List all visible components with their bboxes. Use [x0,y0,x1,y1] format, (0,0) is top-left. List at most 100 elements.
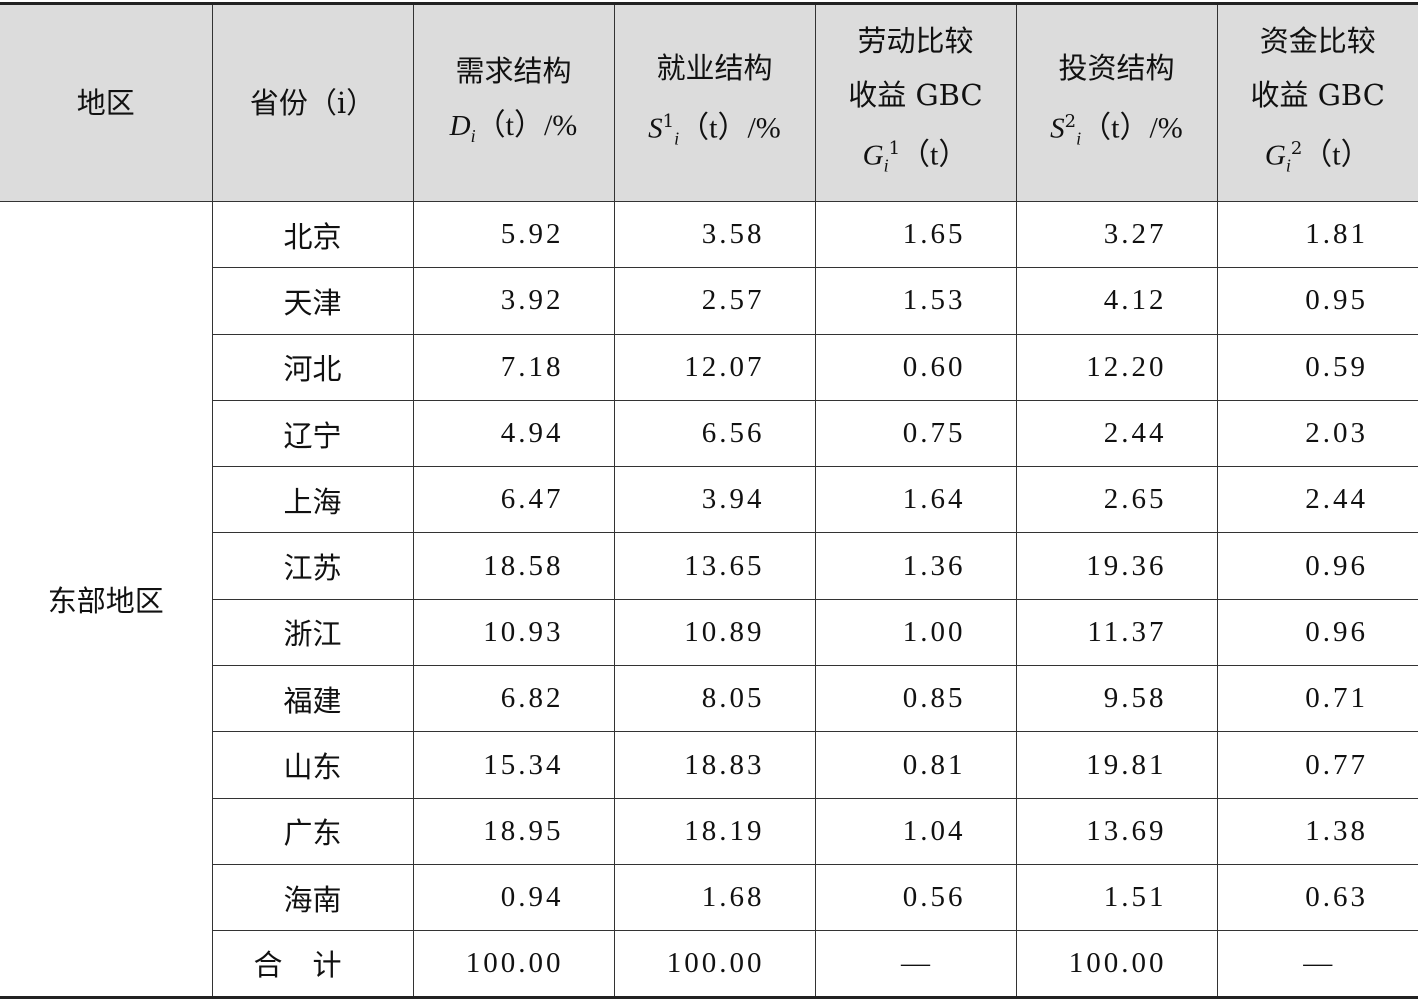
header-demand-suffix: （t）/% [476,109,578,142]
value-cell: — [1217,931,1418,997]
value-cell: 0.95 [1217,268,1418,334]
value-cell: 1.53 [815,268,1016,334]
header-demand: 需求结构 Di（t）/% [413,4,614,202]
value-cell: 2.03 [1217,400,1418,466]
value-cell: 2.57 [614,268,815,334]
value-cell: 1.81 [1217,202,1418,268]
value-cell: 100.00 [614,931,815,997]
value-cell: 4.12 [1016,268,1217,334]
header-labor-gbc: 劳动比较 收益 GBC Gi1（t） [815,4,1016,202]
value-cell: 7.18 [413,334,614,400]
value-cell: 0.75 [815,400,1016,466]
header-province: 省份（i） [212,4,413,202]
value-cell: 9.58 [1016,666,1217,732]
value-cell: 11.37 [1016,599,1217,665]
value-cell: 1.04 [815,798,1016,864]
value-cell: 1.64 [815,467,1016,533]
value-cell: 12.20 [1016,334,1217,400]
value-cell: 0.96 [1217,533,1418,599]
value-cell: 18.83 [614,732,815,798]
value-cell: 100.00 [413,931,614,997]
superscript: 2 [1065,111,1076,132]
value-cell: 18.19 [614,798,815,864]
value-cell: 4.94 [413,400,614,466]
value-cell: 2.65 [1016,467,1217,533]
province-cell: 辽宁 [212,400,413,466]
value-cell: 19.36 [1016,533,1217,599]
province-cell: 江苏 [212,533,413,599]
value-cell: 0.94 [413,864,614,930]
value-cell: 0.59 [1217,334,1418,400]
region-cell: 东部地区 [0,202,212,998]
value-cell: 10.93 [413,599,614,665]
value-cell: 0.77 [1217,732,1418,798]
value-cell: 100.00 [1016,931,1217,997]
value-cell: 6.47 [413,467,614,533]
header-investment-title: 投资结构 [1017,41,1217,95]
total-label: 合计 [212,931,413,997]
value-cell: 0.81 [815,732,1016,798]
value-cell: 19.81 [1016,732,1217,798]
value-cell: 1.51 [1016,864,1217,930]
value-cell: 3.92 [413,268,614,334]
header-demand-title: 需求结构 [414,44,614,98]
header-employment-title: 就业结构 [615,41,815,95]
value-cell: 18.95 [413,798,614,864]
value-cell: 12.07 [614,334,815,400]
value-cell: 0.85 [815,666,1016,732]
header-labor-suffix: （t） [900,138,968,171]
value-cell: 13.69 [1016,798,1217,864]
value-cell: 1.65 [815,202,1016,268]
province-cell: 山东 [212,732,413,798]
value-cell: 10.89 [614,599,815,665]
value-cell: 2.44 [1217,467,1418,533]
header-capital-line2: 收益 GBC [1218,68,1418,122]
value-cell: 6.82 [413,666,614,732]
header-capital-suffix: （t） [1302,138,1370,171]
value-cell: 15.34 [413,732,614,798]
header-demand-symbol: D [450,110,471,142]
value-cell: 18.58 [413,533,614,599]
header-employment: 就业结构 S1i（t）/% [614,4,815,202]
province-cell: 福建 [212,666,413,732]
value-cell: 1.68 [614,864,815,930]
header-capital-line1: 资金比较 [1218,14,1418,68]
value-cell: 1.36 [815,533,1016,599]
province-cell: 北京 [212,202,413,268]
header-employment-suffix: （t）/% [679,111,781,144]
superscript: 1 [889,138,900,159]
value-cell: 5.92 [413,202,614,268]
header-labor-line2: 收益 GBC [816,68,1016,122]
value-cell: 3.58 [614,202,815,268]
value-cell: 0.60 [815,334,1016,400]
header-capital-gbc: 资金比较 收益 GBC Gi2（t） [1217,4,1418,202]
header-employment-symbol: S [648,112,663,144]
header-capital-symbol: G [1265,139,1286,171]
superscript: 1 [663,111,674,132]
value-cell: 1.00 [815,599,1016,665]
value-cell: 6.56 [614,400,815,466]
value-cell: 0.63 [1217,864,1418,930]
header-region: 地区 [0,4,212,202]
province-cell: 浙江 [212,599,413,665]
value-cell: 3.27 [1016,202,1217,268]
province-cell: 广东 [212,798,413,864]
value-cell: 0.56 [815,864,1016,930]
header-investment: 投资结构 S2i（t）/% [1016,4,1217,202]
value-cell: 0.96 [1217,599,1418,665]
header-labor-line1: 劳动比较 [816,14,1016,68]
value-cell: 3.94 [614,467,815,533]
